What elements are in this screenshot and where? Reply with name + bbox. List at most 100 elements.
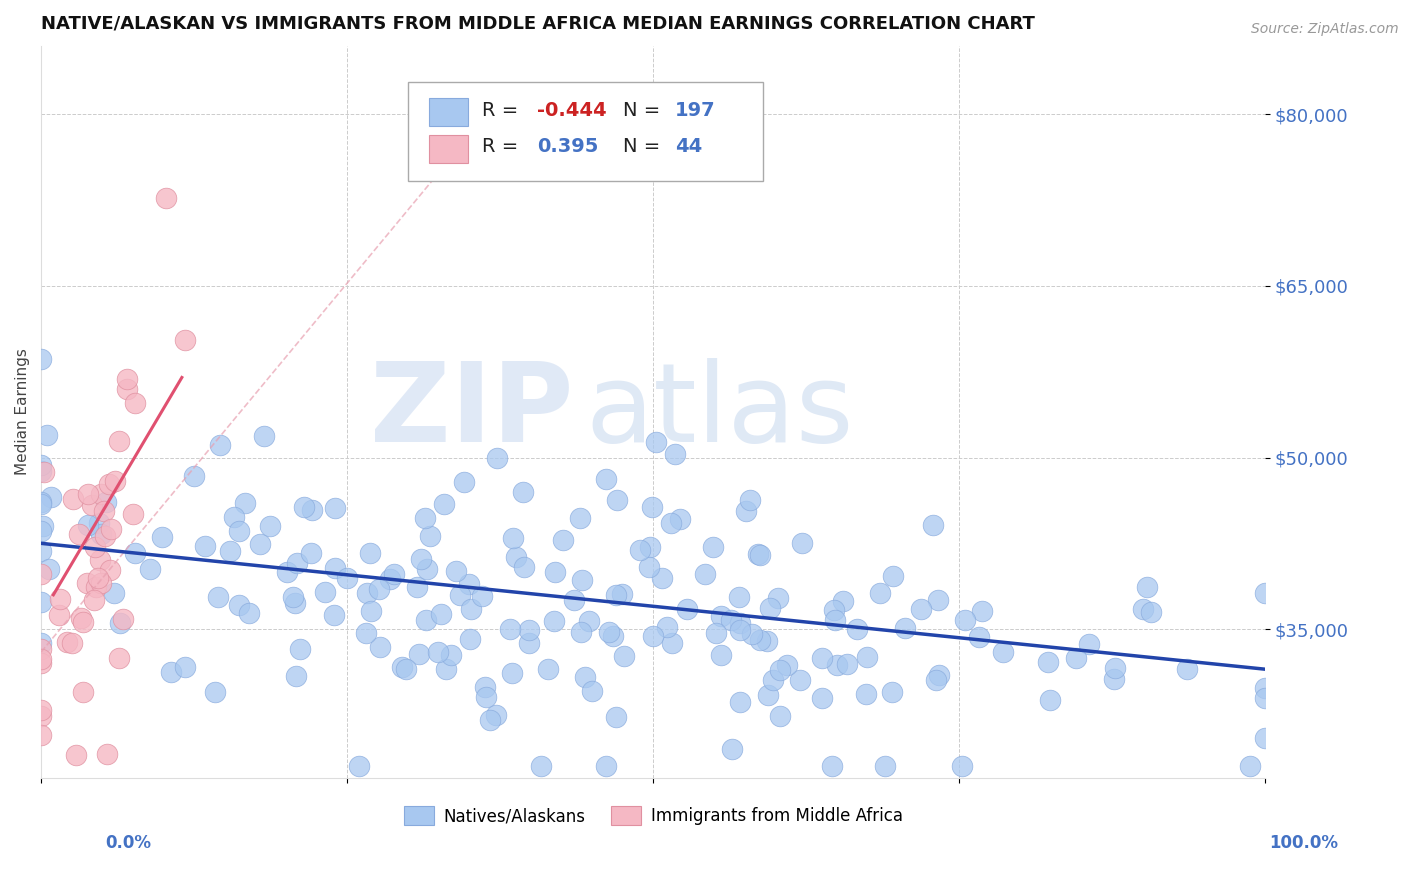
Text: 0.395: 0.395 xyxy=(537,137,598,156)
Point xyxy=(738,493,761,508)
Point xyxy=(835,657,858,671)
Bar xyxy=(429,135,468,163)
Point xyxy=(323,561,346,575)
Point xyxy=(77,486,100,500)
Point xyxy=(30,464,52,478)
Legend: Natives/Alaskans, Immigrants from Middle Africa: Natives/Alaskans, Immigrants from Middle… xyxy=(396,800,910,832)
Point xyxy=(228,598,250,612)
Point xyxy=(30,636,52,650)
Point xyxy=(728,590,751,604)
Point xyxy=(70,611,93,625)
Point xyxy=(89,516,111,531)
Point xyxy=(30,524,52,539)
Point xyxy=(1254,585,1277,599)
Text: R =: R = xyxy=(482,137,517,156)
Point xyxy=(416,561,439,575)
Point xyxy=(159,665,181,679)
Point xyxy=(48,607,70,622)
Point xyxy=(30,543,52,558)
Text: N =: N = xyxy=(623,137,659,156)
Text: 100.0%: 100.0% xyxy=(1270,834,1339,852)
Point xyxy=(991,645,1014,659)
Point xyxy=(569,624,592,639)
Point xyxy=(661,636,683,650)
Point xyxy=(219,544,242,558)
Point xyxy=(359,546,381,560)
Point xyxy=(96,747,118,761)
Point xyxy=(281,591,304,605)
Point xyxy=(408,647,430,661)
Text: 197: 197 xyxy=(675,101,716,120)
Point xyxy=(86,580,108,594)
Point xyxy=(30,567,52,582)
Point xyxy=(1036,655,1059,669)
Point xyxy=(253,429,276,443)
Point xyxy=(880,685,903,699)
Point xyxy=(117,383,139,397)
Point xyxy=(659,516,682,530)
Point xyxy=(56,635,79,649)
Point xyxy=(578,614,600,628)
Point xyxy=(30,709,52,723)
Point xyxy=(285,669,308,683)
Point xyxy=(811,651,834,665)
Point xyxy=(204,684,226,698)
Point xyxy=(574,670,596,684)
Point xyxy=(207,590,229,604)
Point xyxy=(832,594,855,608)
Point xyxy=(669,512,692,526)
Point xyxy=(845,623,868,637)
Point xyxy=(222,509,245,524)
Point xyxy=(77,518,100,533)
Point xyxy=(1254,681,1277,695)
Point xyxy=(1139,605,1161,619)
Point xyxy=(93,504,115,518)
Point xyxy=(382,566,405,581)
Point xyxy=(39,490,62,504)
Point xyxy=(479,714,502,728)
Point xyxy=(323,607,346,622)
Point xyxy=(90,527,112,541)
Point xyxy=(249,537,271,551)
Point xyxy=(505,549,527,564)
Point xyxy=(1078,637,1101,651)
Point xyxy=(360,604,382,618)
Point xyxy=(855,687,877,701)
Point xyxy=(356,585,378,599)
Point xyxy=(759,601,782,615)
Point xyxy=(641,500,664,514)
Point xyxy=(67,527,90,541)
Point xyxy=(124,546,146,560)
Point xyxy=(83,593,105,607)
Point xyxy=(368,582,391,597)
Point xyxy=(720,614,742,628)
Point xyxy=(972,604,994,618)
Point xyxy=(612,587,634,601)
Point xyxy=(1136,580,1159,594)
Point xyxy=(637,559,659,574)
Point xyxy=(209,438,232,452)
Point xyxy=(721,742,744,756)
Point xyxy=(704,626,727,640)
Point xyxy=(1175,663,1198,677)
Text: -0.444: -0.444 xyxy=(537,101,606,120)
Point xyxy=(30,657,52,671)
Point xyxy=(194,540,217,554)
Point xyxy=(60,636,83,650)
Point xyxy=(150,530,173,544)
Point xyxy=(1039,692,1062,706)
Point xyxy=(30,728,52,742)
Point xyxy=(821,759,844,773)
Point xyxy=(702,540,724,554)
Point xyxy=(474,681,496,695)
Point xyxy=(602,630,624,644)
Point xyxy=(30,702,52,716)
Point xyxy=(413,511,436,525)
Point xyxy=(598,624,620,639)
Point xyxy=(894,621,917,635)
Point xyxy=(90,575,112,590)
Point xyxy=(728,624,751,638)
Point xyxy=(1104,661,1126,675)
Point xyxy=(411,551,433,566)
Point xyxy=(869,586,891,600)
